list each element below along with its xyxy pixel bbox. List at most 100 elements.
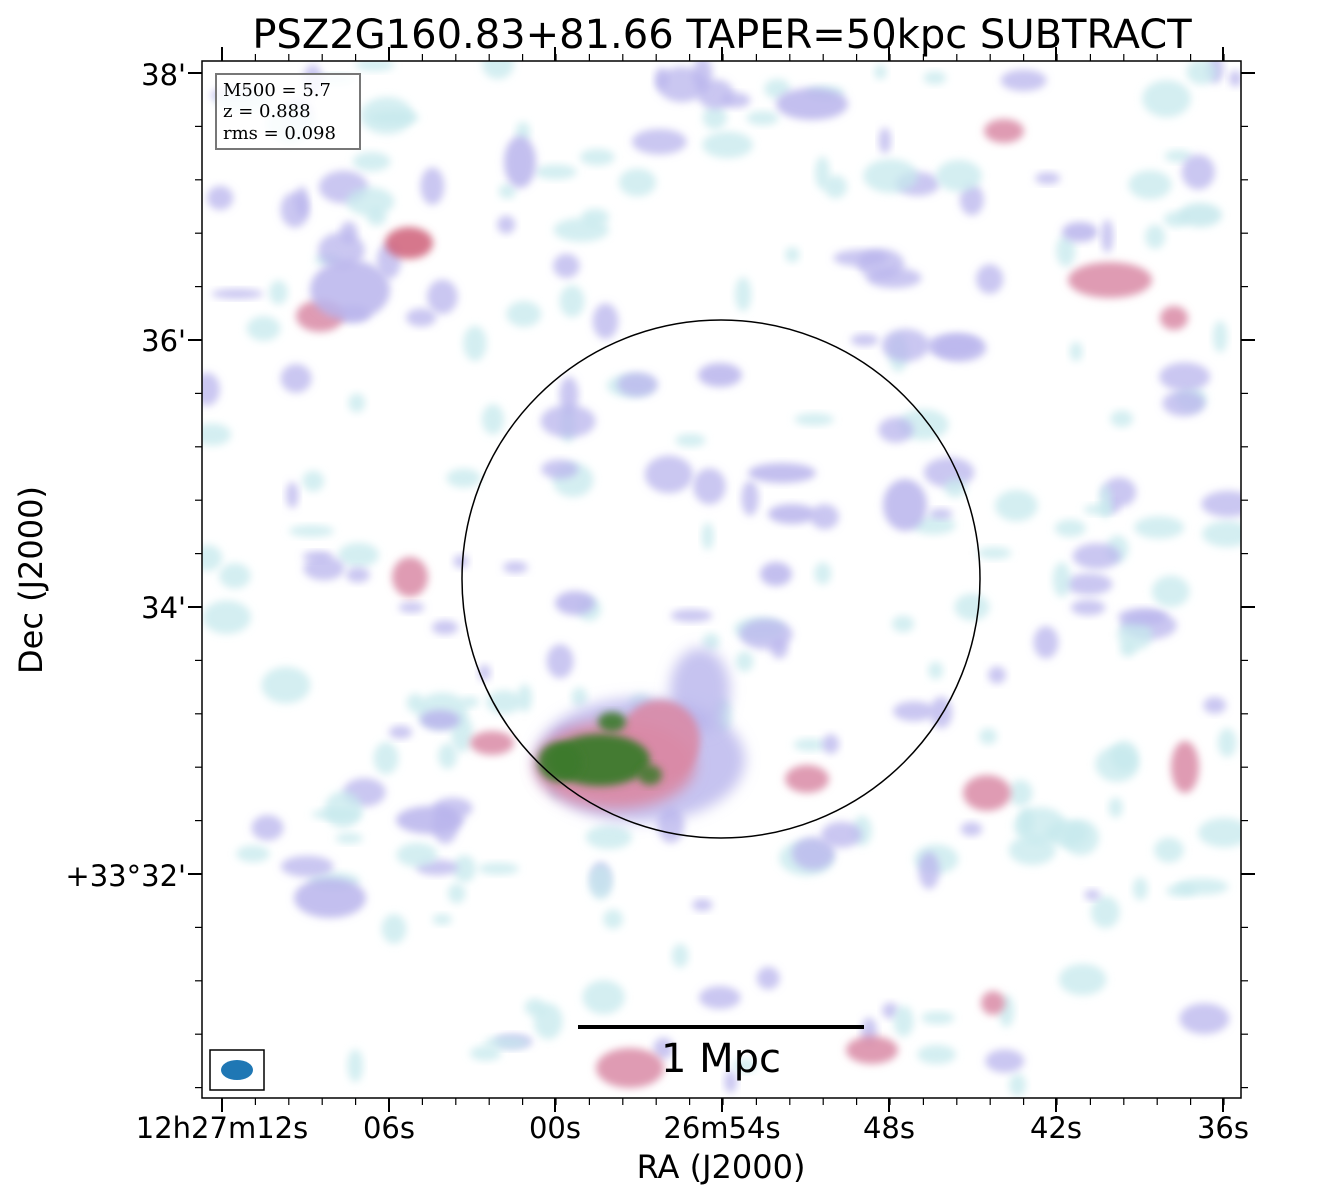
noise-speckle — [893, 1005, 914, 1037]
noise-speckle — [1117, 608, 1168, 626]
noise-speckle — [469, 1045, 502, 1061]
noise-speckle — [1108, 797, 1123, 818]
noise-speckle — [206, 185, 234, 210]
beam-indicator — [209, 1049, 265, 1091]
image-panel: 1 Mpc M500 = 5.7 z = 0.888 rms = 0.098 — [201, 60, 1242, 1099]
noise-speckle — [1164, 149, 1193, 163]
emission-feature — [981, 991, 1005, 1015]
r500-circle — [461, 319, 981, 839]
noise-speckle — [791, 836, 835, 871]
noise-speckle — [388, 725, 413, 739]
noise-speckle — [692, 61, 713, 91]
noise-speckle — [928, 661, 944, 680]
noise-speckle — [302, 470, 325, 492]
noise-speckle — [1084, 889, 1101, 901]
y-tick-label: 34' — [141, 591, 186, 625]
noise-speckle — [438, 743, 458, 769]
x-axis-label: RA (J2000) — [637, 1148, 806, 1186]
noise-speckle — [735, 651, 754, 672]
noise-speckle — [1201, 490, 1241, 518]
noise-speckle — [882, 1002, 899, 1019]
noise-speckle — [603, 909, 623, 929]
noise-speckle — [324, 791, 363, 829]
noise-speckle — [447, 883, 466, 904]
noise-speckle — [878, 417, 914, 443]
noise-speckle — [553, 217, 609, 242]
noise-speckle — [335, 833, 363, 844]
info-rms: rms = 0.098 — [223, 123, 336, 144]
noise-speckle — [631, 128, 687, 155]
noise-speckle — [929, 508, 953, 520]
noise-speckle — [396, 842, 438, 867]
noise-speckle — [1058, 963, 1107, 996]
noise-speckle — [644, 455, 693, 494]
emission-feature — [698, 363, 742, 387]
noise-speckle — [585, 825, 633, 850]
noise-speckle — [702, 131, 753, 159]
noise-speckle — [348, 393, 366, 413]
noise-speckle — [979, 728, 998, 745]
info-mass: M500 = 5.7 — [223, 80, 331, 101]
noise-speckle — [734, 276, 752, 312]
y-tick-labels: 38' 36' 34' +33°32' — [65, 58, 186, 893]
x-tick-label: 26m54s — [663, 1111, 780, 1145]
noise-speckle — [1229, 70, 1241, 87]
noise-speckle — [405, 308, 437, 327]
noise-speckle — [478, 862, 520, 875]
noise-speckle — [954, 593, 990, 621]
noise-speckle — [1019, 807, 1034, 836]
emission-feature — [768, 504, 816, 524]
noise-speckle — [873, 64, 887, 80]
noise-speckle — [463, 325, 487, 362]
noise-speckle — [692, 898, 713, 912]
bright-source-peak — [598, 712, 626, 732]
noise-speckle — [579, 148, 615, 166]
noise-speckle — [460, 696, 480, 708]
noise-speckle — [739, 618, 793, 650]
noise-speckle — [1134, 516, 1185, 539]
noise-speckle — [285, 481, 299, 509]
noise-speckle — [918, 851, 940, 890]
noise-speckle — [481, 404, 505, 435]
noise-speckle — [1000, 69, 1047, 92]
noise-speckle — [1008, 779, 1033, 807]
noise-speckle — [746, 110, 779, 126]
noise-speckle — [1083, 504, 1113, 515]
noise-speckle — [303, 556, 345, 581]
noise-speckle — [541, 459, 579, 479]
noise-speckle — [1072, 543, 1121, 570]
noise-speckle — [1110, 410, 1134, 428]
noise-speckle — [347, 1049, 364, 1083]
emission-feature — [776, 88, 848, 120]
noise-speckle — [732, 1059, 758, 1073]
emission-feature — [1160, 306, 1188, 330]
noise-speckle — [1117, 619, 1153, 651]
noise-speckle — [559, 285, 585, 318]
noise-speckle — [481, 61, 514, 80]
noise-speckle — [345, 567, 370, 583]
noise-speckle — [756, 966, 780, 990]
scale-bar-label: 1 Mpc — [661, 1036, 781, 1082]
noise-speckle — [793, 738, 828, 752]
noise-speckle — [534, 164, 577, 180]
noise-speckle — [446, 468, 481, 488]
noise-speckle — [1065, 573, 1113, 596]
noise-speckle — [698, 986, 741, 1010]
noise-speckle — [959, 184, 984, 216]
noise-speckle — [506, 301, 542, 327]
bright-source-peak — [538, 742, 582, 782]
noise-speckle — [540, 404, 596, 438]
emission-feature — [596, 1048, 664, 1088]
noise-speckle — [1095, 746, 1140, 782]
noise-speckle — [785, 246, 800, 263]
emission-feature — [396, 806, 464, 834]
noise-speckle — [346, 187, 395, 216]
info-box: M500 = 5.7 z = 0.888 rms = 0.098 — [215, 73, 361, 150]
noise-speckle — [497, 215, 516, 234]
noise-speckle — [917, 1044, 957, 1065]
x-tick-label: 06s — [363, 1111, 415, 1145]
emission-feature — [310, 260, 390, 320]
noise-speckle — [420, 167, 445, 205]
noise-speckle — [935, 159, 982, 192]
